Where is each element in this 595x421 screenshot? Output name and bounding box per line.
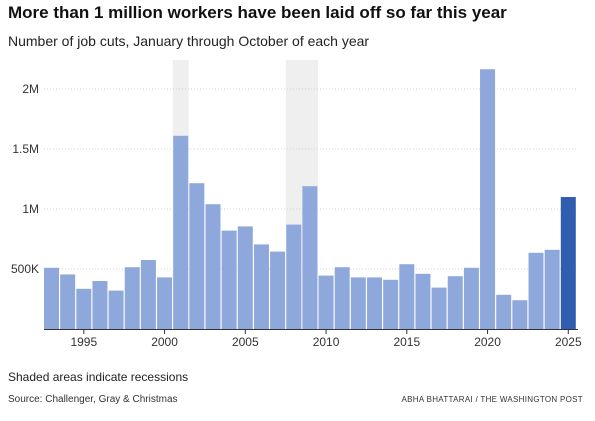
bar-2006	[253, 244, 269, 329]
bar-1997	[108, 290, 124, 329]
bar-2023	[528, 252, 544, 329]
bar-2018	[447, 276, 463, 329]
bar-2007	[270, 251, 286, 329]
bar-1999	[140, 260, 156, 329]
bar-1993	[44, 267, 59, 329]
bar-2003	[205, 204, 221, 329]
x-tick-label: 2005	[232, 335, 259, 349]
y-tick-label: 1.5M	[12, 142, 39, 156]
bars	[44, 69, 576, 329]
bar-2009	[302, 186, 318, 329]
bar-1996	[92, 281, 108, 329]
bar-2000	[157, 277, 173, 329]
bar-1994	[60, 274, 76, 329]
x-tick-label: 2000	[151, 335, 178, 349]
tick-labels: 500K 1M 1.5M 2M 1995 2000 2005 2010 2015 2020 2025	[11, 82, 582, 349]
y-tick-label: 1M	[22, 202, 39, 216]
bar-2015	[399, 264, 415, 329]
bar-2001	[173, 135, 189, 329]
bar-2010	[318, 275, 334, 329]
x-tick-label: 2020	[474, 335, 501, 349]
bar-1998	[124, 267, 140, 329]
bar-2014	[383, 279, 399, 329]
y-tick-label: 500K	[11, 262, 39, 276]
bar-2024	[544, 249, 560, 329]
bar-2019	[463, 267, 479, 329]
bar-1995	[76, 288, 92, 329]
bar-2025	[560, 197, 576, 329]
byline-credit: ABHA BHATTARAI / THE WASHINGTON POST	[401, 395, 583, 404]
bar-2002	[189, 183, 205, 329]
x-tick-label: 1995	[70, 335, 97, 349]
bar-2012	[350, 277, 366, 329]
bar-2013	[367, 277, 382, 329]
bar-2016	[415, 273, 431, 329]
chart-title: More than 1 million workers have been la…	[8, 3, 507, 22]
bar-2008	[286, 224, 302, 329]
x-tick-label: 2010	[313, 335, 340, 349]
bar-2021	[496, 294, 512, 329]
y-tick-label: 2M	[22, 82, 39, 96]
bar-2011	[334, 267, 350, 329]
bar-2017	[431, 287, 447, 329]
x-tick-label: 2015	[393, 335, 420, 349]
x-tick-label: 2025	[555, 335, 582, 349]
source-note: Source: Challenger, Gray & Christmas	[8, 394, 178, 405]
chart-subtitle: Number of job cuts, January through Octo…	[8, 33, 370, 49]
bar-2005	[237, 226, 253, 329]
recession-note: Shaded areas indicate recessions	[8, 370, 189, 384]
bar-2004	[221, 230, 237, 329]
bar-2022	[512, 300, 528, 329]
bar-2020	[480, 69, 496, 329]
